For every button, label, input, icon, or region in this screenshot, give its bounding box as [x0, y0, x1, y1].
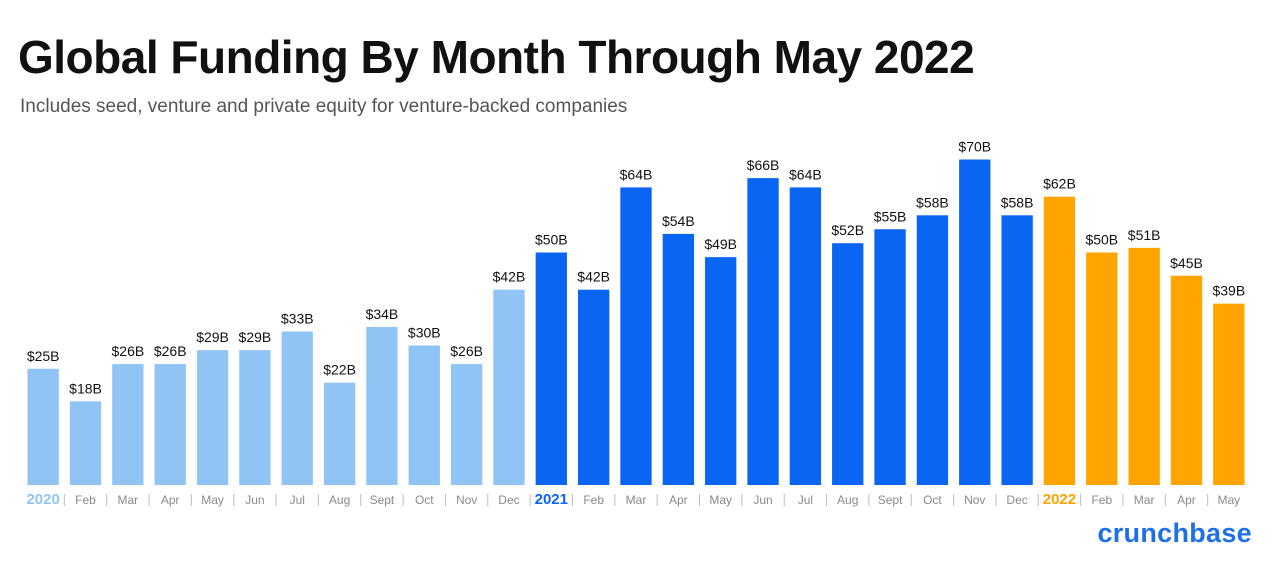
tick-label-18: Jul — [798, 493, 813, 507]
bar-14 — [620, 187, 652, 485]
bar-8 — [366, 326, 398, 485]
bar-10 — [450, 364, 483, 485]
tick-label-26: Mar — [1134, 493, 1155, 507]
tick-label-4: May — [201, 493, 224, 507]
tick-label-5: Jun — [245, 493, 264, 507]
value-label-27: $45B — [1170, 255, 1203, 271]
bar-27 — [1170, 275, 1203, 485]
tick-label-12: 2021 — [535, 491, 568, 508]
bar-11 — [493, 289, 525, 485]
crunchbase-logo: crunchbase — [1097, 518, 1252, 548]
bar-28 — [1213, 303, 1245, 485]
bar-13 — [577, 289, 610, 485]
tick-label-9: Oct — [415, 493, 434, 507]
value-label-0: $25B — [27, 348, 60, 364]
tick-label-14: Mar — [626, 493, 647, 507]
bar-1 — [69, 401, 102, 485]
bar-5 — [239, 350, 271, 485]
value-label-17: $66B — [747, 157, 780, 173]
chart-title: Global Funding By Month Through May 2022 — [18, 31, 975, 83]
tick-label-24: 2022 — [1043, 491, 1076, 508]
bar-23 — [1001, 215, 1033, 486]
tick-label-15: Apr — [669, 493, 688, 507]
tick-label-6: Jul — [290, 493, 305, 507]
value-label-21: $58B — [916, 194, 949, 210]
bar-26 — [1128, 247, 1160, 485]
value-label-9: $30B — [408, 325, 441, 341]
value-label-5: $29B — [239, 329, 272, 345]
value-label-28: $39B — [1212, 283, 1245, 299]
tick-label-7: Aug — [329, 493, 350, 507]
bar-25 — [1086, 252, 1118, 485]
bar-22 — [959, 159, 991, 485]
value-label-1: $18B — [69, 380, 102, 396]
bar-17 — [747, 178, 779, 485]
value-label-14: $64B — [620, 166, 653, 182]
value-label-3: $26B — [154, 343, 187, 359]
value-label-20: $55B — [874, 208, 907, 224]
bar-0 — [27, 368, 59, 485]
value-label-19: $52B — [831, 222, 864, 238]
value-label-18: $64B — [789, 166, 822, 182]
bar-15 — [662, 233, 695, 485]
value-label-2: $26B — [112, 343, 145, 359]
value-label-11: $42B — [493, 269, 526, 285]
tick-label-8: Sept — [370, 493, 395, 507]
value-label-7: $22B — [323, 362, 356, 378]
bar-2 — [112, 364, 144, 485]
bar-9 — [408, 345, 440, 485]
tick-label-10: Nov — [456, 493, 477, 507]
bar-21 — [916, 215, 949, 486]
tick-label-28: May — [1217, 493, 1240, 507]
tick-label-11: Dec — [498, 493, 519, 507]
tick-label-22: Nov — [964, 493, 985, 507]
tick-label-27: Apr — [1177, 493, 1196, 507]
value-label-13: $42B — [577, 269, 610, 285]
bar-12 — [535, 252, 567, 485]
bar-3 — [154, 364, 186, 485]
tick-label-1: Feb — [75, 493, 96, 507]
value-label-10: $26B — [450, 343, 483, 359]
tick-label-23: Dec — [1006, 493, 1027, 507]
bar-4 — [196, 350, 229, 485]
value-label-6: $33B — [281, 311, 314, 327]
tick-label-21: Oct — [923, 493, 942, 507]
value-label-24: $62B — [1043, 176, 1076, 192]
value-label-26: $51B — [1128, 227, 1161, 243]
value-label-12: $50B — [535, 232, 568, 248]
bar-24 — [1043, 196, 1076, 485]
bar-18 — [789, 187, 822, 485]
tick-label-13: Feb — [583, 493, 604, 507]
bar-6 — [281, 331, 313, 485]
value-label-8: $34B — [366, 306, 399, 322]
value-label-22: $70B — [958, 139, 991, 155]
value-label-15: $54B — [662, 213, 695, 229]
bar-7 — [323, 382, 356, 485]
tick-label-16: May — [709, 493, 732, 507]
value-label-25: $50B — [1085, 232, 1118, 248]
value-label-23: $58B — [1001, 194, 1034, 210]
chart-subtitle: Includes seed, venture and private equit… — [20, 96, 628, 117]
tick-label-19: Aug — [837, 493, 858, 507]
tick-label-3: Apr — [161, 493, 180, 507]
bar-19 — [832, 243, 864, 485]
bar-20 — [874, 229, 906, 485]
tick-label-20: Sept — [878, 493, 903, 507]
tick-label-0: 2020 — [26, 491, 59, 508]
tick-label-2: Mar — [118, 493, 139, 507]
tick-label-25: Feb — [1091, 493, 1112, 507]
value-label-4: $29B — [196, 329, 229, 345]
value-label-16: $49B — [704, 236, 737, 252]
bar-16 — [705, 257, 737, 485]
tick-label-17: Jun — [753, 493, 772, 507]
